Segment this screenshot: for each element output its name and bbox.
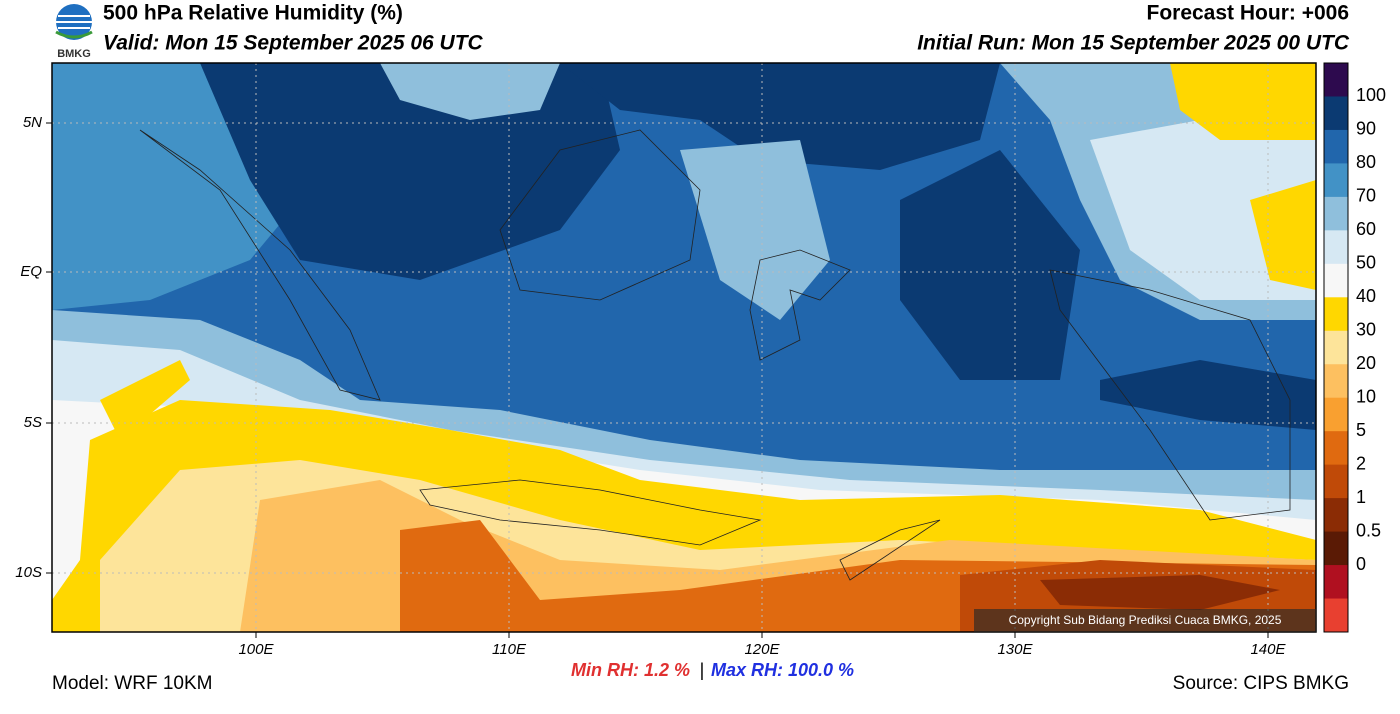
colorbar-swatch bbox=[1324, 431, 1348, 466]
colorbar-label: 70 bbox=[1356, 186, 1376, 206]
colorbar-label: 30 bbox=[1356, 320, 1376, 340]
colorbar-label: 40 bbox=[1356, 286, 1376, 306]
colorbar-swatch bbox=[1324, 565, 1348, 600]
colorbar-swatch bbox=[1324, 397, 1348, 432]
colorbar-swatch bbox=[1324, 531, 1348, 566]
colorbar-swatch bbox=[1324, 196, 1348, 231]
colorbar-frame bbox=[1323, 62, 1349, 633]
colorbar-label: 2 bbox=[1356, 453, 1366, 473]
colorbar-swatch bbox=[1324, 330, 1348, 365]
humidity-field bbox=[52, 63, 1316, 632]
colorbar-label: 100 bbox=[1356, 85, 1386, 105]
lon-label: 120E bbox=[744, 641, 780, 658]
colorbar-swatch bbox=[1324, 498, 1348, 533]
colorbar-swatch bbox=[1324, 297, 1348, 332]
colorbar-swatch bbox=[1324, 163, 1348, 198]
lon-label: 110E bbox=[492, 641, 527, 658]
source: Source: CIPS BMKG bbox=[1173, 673, 1349, 694]
valid-time: Valid: Mon 15 September 2025 06 UTC bbox=[103, 32, 484, 55]
colorbar-swatch bbox=[1324, 364, 1348, 399]
map-frame bbox=[51, 62, 1317, 633]
lat-label: 5S bbox=[24, 414, 42, 431]
copyright: Copyright Sub Bidang Prediksi Cuaca BMKG… bbox=[1009, 613, 1282, 627]
colorbar-swatch bbox=[1324, 464, 1348, 499]
colorbar-swatch bbox=[1324, 263, 1348, 298]
colorbar-label: 80 bbox=[1356, 152, 1376, 172]
title: 500 hPa Relative Humidity (%) bbox=[103, 2, 403, 25]
colorbar-label: 0 bbox=[1356, 554, 1366, 574]
logo: BMKG bbox=[55, 4, 93, 60]
lon-label: 100E bbox=[238, 641, 274, 658]
colorbar-label: 50 bbox=[1356, 253, 1376, 273]
logo-text: BMKG bbox=[57, 48, 91, 60]
colorbar: 100 90 80 70 60 50 40 30 20 10 5 2 1 0.5 0 bbox=[1323, 62, 1386, 633]
colorbar-swatch bbox=[1324, 63, 1348, 97]
colorbar-label: 5 bbox=[1356, 420, 1366, 440]
colorbar-label: 10 bbox=[1356, 386, 1376, 406]
lon-label: 140E bbox=[1250, 641, 1286, 658]
lon-label: 130E bbox=[997, 641, 1033, 658]
forecast-hour: Forecast Hour: +006 bbox=[1147, 2, 1350, 25]
colorbar-swatch bbox=[1324, 598, 1348, 633]
colorbar-label: 0.5 bbox=[1356, 520, 1381, 540]
max-rh: Max RH: 100.0 % bbox=[711, 660, 854, 680]
min-rh: Min RH: 1.2 % bbox=[571, 660, 690, 680]
separator: | bbox=[700, 660, 705, 680]
colorbar-label: 60 bbox=[1356, 219, 1376, 239]
model: Model: WRF 10KM bbox=[52, 673, 212, 694]
lat-label: 10S bbox=[15, 564, 42, 581]
colorbar-label: 90 bbox=[1356, 119, 1376, 139]
lat-label: EQ bbox=[20, 263, 42, 280]
colorbar-swatch bbox=[1324, 129, 1348, 164]
colorbar-swatch bbox=[1324, 230, 1348, 265]
colorbar-swatch bbox=[1324, 96, 1348, 131]
colorbar-label: 1 bbox=[1356, 487, 1366, 507]
colorbar-label: 20 bbox=[1356, 353, 1376, 373]
lat-label: 5N bbox=[23, 114, 42, 131]
graticule: 5N EQ 5S 10S 100E 110E 120E 130E 140E bbox=[15, 63, 1316, 658]
coastlines bbox=[139, 129, 1291, 581]
initial-run: Initial Run: Mon 15 September 2025 00 UT… bbox=[917, 32, 1350, 55]
copyright-box bbox=[974, 609, 1316, 632]
